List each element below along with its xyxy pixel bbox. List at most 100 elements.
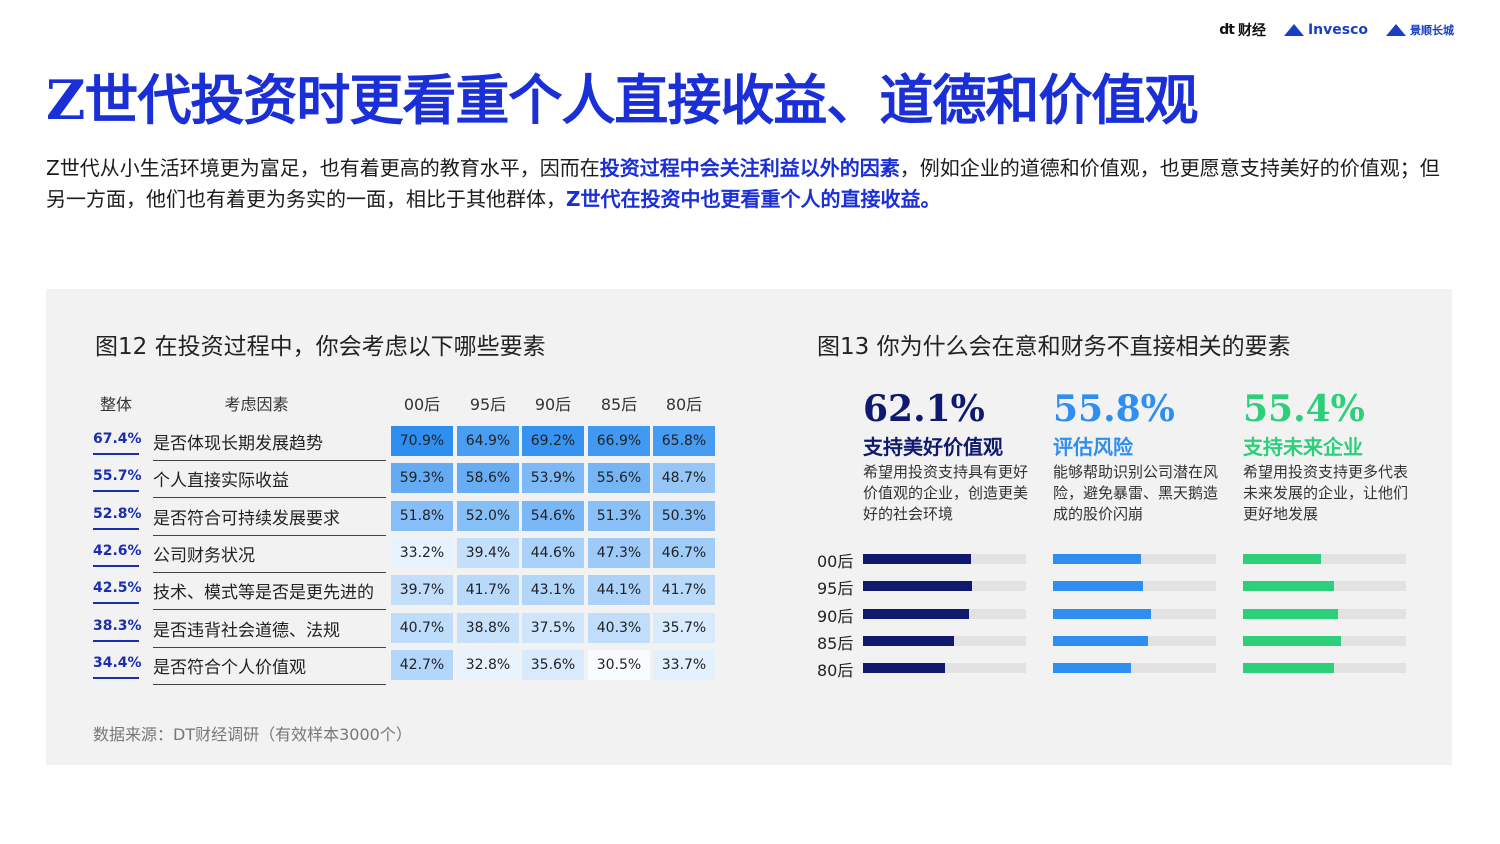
heatmap-cell: 47.3% [588,537,650,568]
figure-13-title: 图13 你为什么会在意和财务不直接相关的要素 [817,334,1291,360]
row-factor-label: 是否符合可持续发展要求 [153,504,386,536]
page-title: Z世代投资时更看重个人直接收益、道德和价值观 [46,68,1198,132]
intro-highlight-1: 投资过程中会关注利益以外的因素 [599,156,900,180]
series-name: 支持未来企业 [1243,435,1363,459]
bar-track [1053,554,1216,564]
row-factor-label: 是否体现长期发展趋势 [153,429,386,461]
column-header: 00后 [403,395,441,414]
heatmap-cell: 59.3% [391,463,453,494]
dt-logo-mark: dt [1219,22,1235,38]
heatmap-cell: 40.3% [588,612,650,643]
heatmap-cell: 65.8% [653,426,715,456]
row-total-value: 52.8% [93,506,142,530]
category-label: 95后 [817,579,854,599]
row-factor-label: 公司财务状况 [153,541,386,573]
heatmap-cell: 43.1% [522,575,584,606]
heatmap-cell: 70.9% [391,426,453,456]
series-headline-value: 55.8% [1053,388,1175,430]
bar [863,608,969,619]
bar-track [863,608,1026,619]
bar-track [1053,581,1216,592]
heatmap-cell: 46.7% [653,537,715,568]
heatmap-cell: 33.7% [653,649,715,680]
bar-track [1243,608,1406,619]
heatmap-cell: 38.8% [457,612,519,643]
intro-paragraph: Z世代从小生活环境更为富足，也有着更高的教育水平，因而在投资过程中会关注利益以外… [46,153,1456,215]
figure-panel [46,289,1452,765]
column-header: 95后 [469,395,507,414]
heatmap-cell: 54.6% [522,500,584,531]
series-name: 评估风险 [1053,435,1133,459]
bar-track [1243,554,1406,564]
column-header: 90后 [534,395,572,414]
bar-track [1053,663,1216,674]
greatwall-logo: 景顺长城 [1386,22,1454,38]
bar [863,663,945,674]
column-header: 85后 [600,395,638,414]
bar [1053,635,1148,646]
heatmap-cell: 64.9% [457,426,519,456]
heatmap-cell: 41.7% [457,575,519,606]
row-factor-label: 技术、模式等是否是更先进的 [153,578,386,611]
row-total-value: 34.4% [93,655,142,679]
bar [1053,663,1132,674]
bar-track [1053,608,1216,619]
series-description: 希望用投资支持具有更好价值观的企业，创造更美好的社会环境 [863,463,1029,523]
heatmap-cell: 44.1% [588,575,650,606]
bar-track [1053,635,1216,646]
heatmap-cell: 41.7% [653,575,715,606]
dt-logo-text: 财经 [1237,23,1266,39]
heatmap-cell: 50.3% [653,500,715,531]
heatmap-cell: 66.9% [588,426,650,456]
bar [1243,635,1341,646]
series-description: 能够帮助识别公司潜在风险，避免暴雷、黑天鹅造成的股价闪崩 [1053,463,1219,523]
bar [1053,554,1142,564]
bar [1243,554,1322,564]
bar [863,554,971,564]
category-label: 90后 [817,606,854,626]
heatmap-cell: 35.7% [653,612,715,643]
heatmap-cell: 51.3% [588,500,650,531]
heatmap-cell: 58.6% [457,463,519,494]
dt-logo: dt 财经 [1219,20,1266,40]
heatmap-cell: 44.6% [522,537,584,568]
bar-track [863,663,1026,674]
bar [863,635,955,646]
mountain-icon [1283,24,1304,36]
heatmap-cell: 53.9% [522,463,584,494]
series-headline-value: 55.4% [1243,388,1365,430]
data-source-note: 数据来源：DT财经调研（有效样本3000个） [93,725,412,744]
category-label: 00后 [817,552,854,571]
bar [1243,608,1338,619]
row-total-value: 42.6% [93,543,142,567]
series-name: 支持美好价值观 [863,435,1003,459]
bar-track [863,554,1026,564]
heatmap-cell: 33.2% [391,537,453,568]
row-total-value: 42.5% [93,580,142,605]
bar [1053,581,1143,592]
category-label: 85后 [817,633,854,653]
heatmap-cell: 51.8% [391,500,453,531]
heatmap-cell: 32.8% [457,649,519,680]
greatwall-logo-text: 景顺长城 [1410,24,1454,37]
bar [1243,663,1335,674]
bar [1243,581,1335,592]
heatmap-cell: 52.0% [457,500,519,531]
bar-track [1243,663,1406,674]
heatmap-cell: 42.7% [391,649,453,680]
column-header: 80后 [665,395,703,414]
heatmap-cell: 48.7% [653,463,715,494]
bar [1053,608,1151,619]
heatmap-cell: 55.6% [588,463,650,494]
bar [863,581,973,592]
heatmap-cell: 30.5% [588,649,650,680]
column-header: 考虑因素 [224,395,289,414]
bar-track [863,635,1026,646]
row-total-value: 67.4% [93,431,142,455]
series-headline-value: 62.1% [863,388,985,430]
intro-highlight-2: Z世代在投资中也更看重个人的直接收益。 [566,187,941,211]
series-description: 希望用投资支持更多代表未来发展的企业，让他们更好地发展 [1243,463,1409,523]
bar-track [1243,581,1406,592]
invesco-logo-text: Invesco [1307,22,1368,38]
figure-12-title: 图12 在投资过程中，你会考虑以下哪些要素 [95,334,546,360]
